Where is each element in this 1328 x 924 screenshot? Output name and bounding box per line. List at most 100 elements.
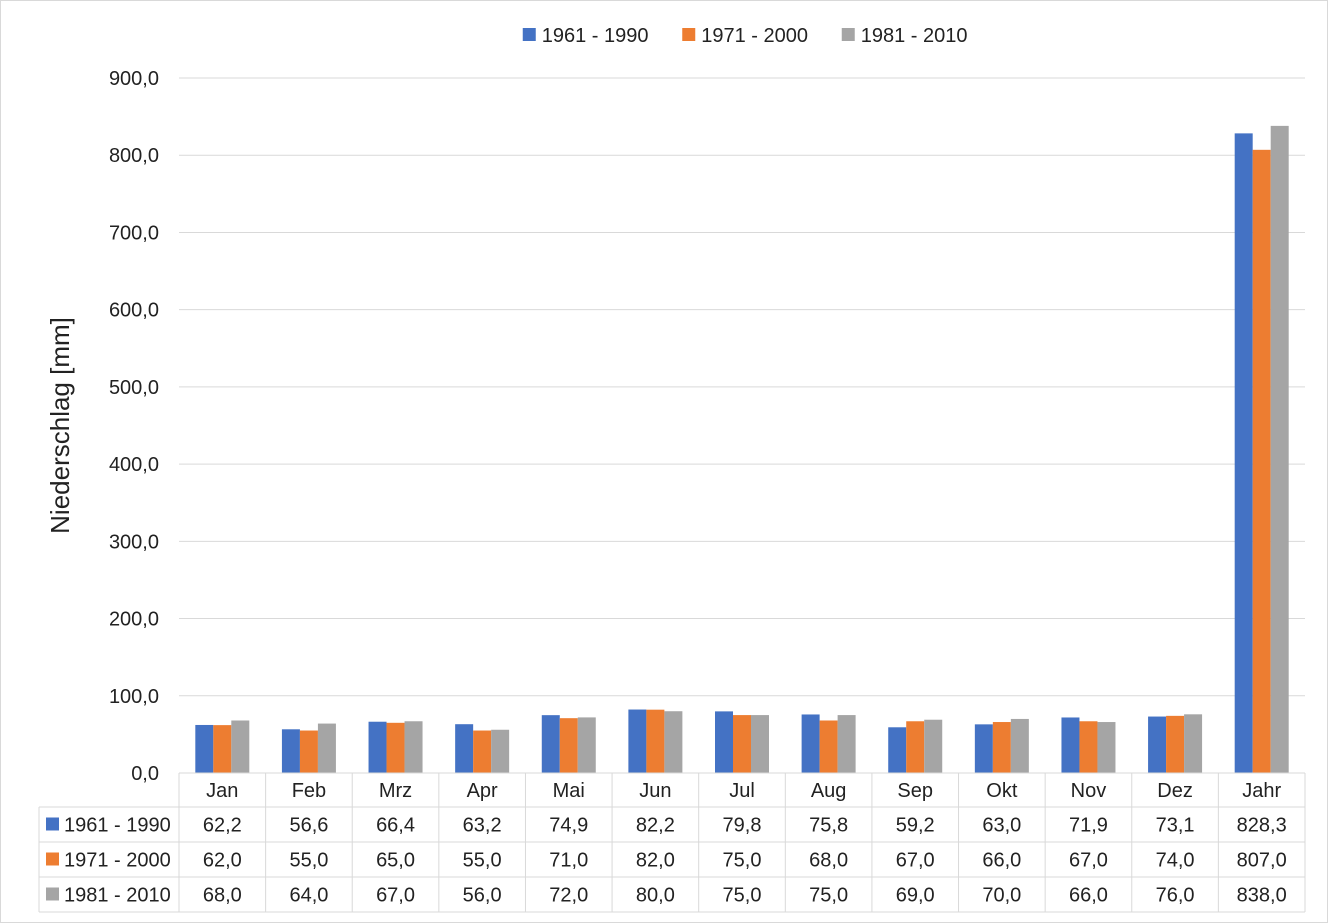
data-label: 55,0	[463, 850, 502, 872]
table-legend-key	[46, 852, 59, 866]
table-series-label: 1971 - 2000	[64, 850, 171, 872]
table-legend-key	[46, 817, 59, 831]
legend-label: 1981 - 2010	[861, 25, 968, 47]
data-label: 71,9	[1069, 815, 1108, 837]
bar	[473, 730, 492, 773]
bar	[992, 722, 1011, 773]
data-label: 75,0	[809, 885, 848, 907]
bar	[801, 714, 820, 773]
y-tick-label: 800,0	[109, 145, 159, 167]
bar	[664, 711, 683, 773]
y-tick-label: 300,0	[109, 531, 159, 553]
bar	[299, 730, 318, 773]
bar	[974, 724, 993, 773]
data-label: 73,1	[1156, 815, 1195, 837]
x-tick-label: Dez	[1157, 780, 1193, 802]
data-label: 66,0	[982, 850, 1021, 872]
bar	[541, 715, 560, 773]
data-label: 55,0	[289, 850, 328, 872]
bar	[837, 715, 856, 773]
data-label: 74,9	[549, 815, 588, 837]
table-series-label: 1961 - 1990	[64, 815, 171, 837]
data-label: 71,0	[549, 850, 588, 872]
data-label: 828,3	[1237, 815, 1287, 837]
data-label: 75,0	[723, 850, 762, 872]
bar	[195, 724, 214, 773]
bar	[819, 720, 838, 773]
data-label: 82,0	[636, 850, 675, 872]
bar	[1097, 722, 1116, 773]
y-tick-label: 200,0	[109, 609, 159, 631]
legend-swatch	[682, 28, 696, 41]
data-label: 65,0	[376, 850, 415, 872]
data-label: 72,0	[549, 885, 588, 907]
x-tick-label: Jul	[729, 780, 755, 802]
bar	[906, 721, 925, 773]
data-label: 59,2	[896, 815, 935, 837]
bar	[1010, 718, 1029, 773]
x-tick-label: Jan	[206, 780, 238, 802]
legend-label: 1961 - 1990	[542, 25, 649, 47]
y-tick-label: 600,0	[109, 300, 159, 322]
data-label: 68,0	[203, 885, 242, 907]
data-label: 56,6	[289, 815, 328, 837]
bar	[751, 715, 769, 773]
y-axis-title: Niederschlag [mm]	[45, 317, 75, 534]
bar	[733, 715, 751, 773]
bar	[386, 722, 405, 773]
y-tick-label: 0,0	[131, 763, 159, 785]
data-label: 79,8	[723, 815, 762, 837]
x-tick-label: Feb	[292, 780, 326, 802]
bar	[368, 721, 387, 773]
x-tick-label: Apr	[467, 780, 498, 802]
bar	[317, 723, 336, 773]
x-tick-label: Jahr	[1242, 780, 1281, 802]
x-tick-label: Jun	[639, 780, 671, 802]
data-label: 63,2	[463, 815, 502, 837]
data-label: 75,8	[809, 815, 848, 837]
data-label: 70,0	[982, 885, 1021, 907]
bar	[404, 721, 423, 773]
data-label: 66,0	[1069, 885, 1108, 907]
bar	[924, 719, 943, 773]
bar	[1166, 715, 1185, 773]
bar	[213, 725, 232, 773]
x-tick-label: Aug	[811, 780, 847, 802]
data-label: 67,0	[1069, 850, 1108, 872]
data-label: 67,0	[896, 850, 935, 872]
data-label: 838,0	[1237, 885, 1287, 907]
data-label: 69,0	[896, 885, 935, 907]
x-tick-label: Nov	[1071, 780, 1107, 802]
data-label: 74,0	[1156, 850, 1195, 872]
data-label: 82,2	[636, 815, 675, 837]
data-label: 63,0	[982, 815, 1021, 837]
data-label: 75,0	[723, 885, 762, 907]
bar	[628, 709, 647, 773]
data-label: 68,0	[809, 850, 848, 872]
x-tick-label: Mai	[553, 780, 585, 802]
data-label: 67,0	[376, 885, 415, 907]
data-label: 80,0	[636, 885, 675, 907]
table-legend-key	[46, 887, 59, 901]
data-label: 62,0	[203, 850, 242, 872]
bar	[1252, 149, 1271, 774]
y-tick-label: 100,0	[109, 686, 159, 708]
x-tick-label: Mrz	[379, 780, 412, 802]
x-tick-label: Okt	[986, 780, 1018, 802]
data-label: 76,0	[1156, 885, 1195, 907]
data-label: 62,2	[203, 815, 242, 837]
bar	[715, 711, 733, 773]
data-label: 807,0	[1237, 850, 1287, 872]
data-label: 64,0	[289, 885, 328, 907]
bar	[1234, 133, 1253, 773]
y-tick-label: 400,0	[109, 454, 159, 476]
y-tick-label: 900,0	[109, 68, 159, 90]
table-series-label: 1981 - 2010	[64, 885, 171, 907]
bar	[281, 729, 300, 773]
bar	[577, 717, 596, 773]
data-label: 66,4	[376, 815, 415, 837]
y-tick-label: 500,0	[109, 377, 159, 399]
bar	[559, 718, 578, 773]
